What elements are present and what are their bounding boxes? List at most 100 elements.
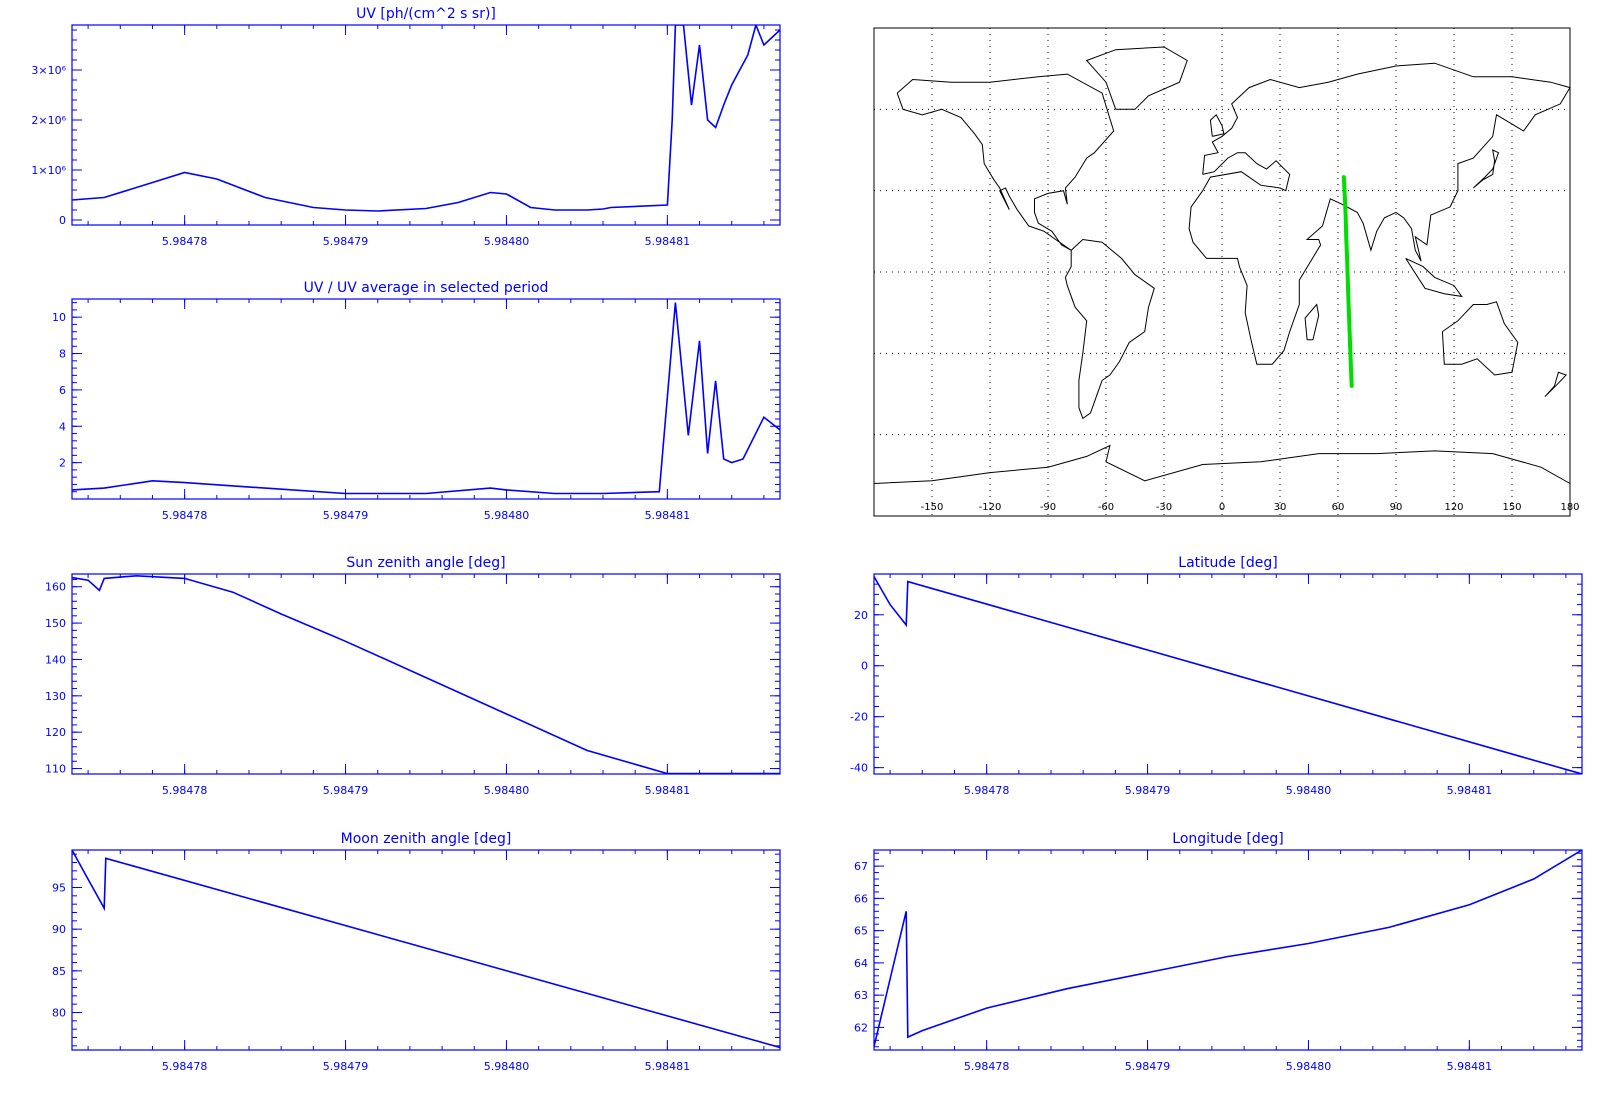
map-x-tick-label: 90 — [1390, 502, 1403, 513]
y-tick-label: 150 — [45, 617, 66, 630]
series-line — [72, 574, 780, 774]
y-tick-label: -20 — [850, 711, 868, 724]
chart-title: Sun zenith angle [deg] — [346, 555, 505, 571]
x-tick-label: 5.98480 — [484, 509, 530, 522]
y-tick-label: 95 — [52, 882, 66, 895]
x-tick-label: 5.98479 — [323, 509, 369, 522]
map-x-tick-label: 180 — [1560, 502, 1579, 513]
uv-chart: UV [ph/(cm^2 s sr)] 5.98478 5.98479 5.98480… — [31, 6, 781, 248]
map-x-tick-label: 120 — [1444, 502, 1463, 513]
plot-frame — [873, 849, 1583, 1051]
x-tick-label: 5.98478 — [964, 784, 1010, 797]
map-x-tick-label: 30 — [1274, 502, 1287, 513]
x-tick-label: 5.98481 — [1447, 1060, 1493, 1073]
coastline-australia — [1441, 301, 1519, 376]
chart-title: UV [ph/(cm^2 s sr)] — [356, 6, 496, 22]
coastline-japan — [1472, 149, 1500, 189]
y-tick-label: 62 — [854, 1021, 868, 1034]
map-x-tick-label: 60 — [1332, 502, 1345, 513]
y-tick-label: 130 — [45, 690, 66, 703]
coastline-indonesia — [1405, 257, 1463, 298]
y-tick-label: 85 — [52, 965, 66, 978]
series-line — [874, 576, 1582, 774]
map-x-tick-label: -60 — [1098, 502, 1114, 513]
longitude-chart: Longitude [deg] 5.98478 5.98479 5.98480 5.98… — [854, 831, 1583, 1073]
y-tick-label: 0 — [59, 214, 66, 227]
y-tick-label: 63 — [854, 989, 868, 1002]
y-tick-label: 4 — [59, 420, 66, 433]
coastline-madagascar — [1304, 303, 1320, 341]
coastline-britain — [1209, 113, 1225, 137]
coastline-greenland — [1085, 46, 1188, 110]
y-tick-label: 66 — [854, 892, 868, 905]
plot-frame — [873, 573, 1583, 775]
y-tick-label: 8 — [59, 348, 66, 361]
y-tick-label: 160 — [45, 581, 66, 594]
y-tick-label: 110 — [45, 763, 66, 776]
x-tick-label: 5.98481 — [645, 235, 691, 248]
x-tick-label: 5.98481 — [645, 1060, 691, 1073]
y-tick-label: 64 — [854, 957, 868, 970]
y-tick-label: 2 — [59, 457, 66, 470]
series-line — [72, 25, 780, 212]
plot-frame — [71, 298, 781, 500]
chart-title: Longitude [deg] — [1172, 831, 1283, 847]
y-tick-label: -40 — [850, 762, 868, 775]
map-x-tick-label: 0 — [1219, 502, 1225, 513]
y-tick-label: 140 — [45, 653, 66, 666]
series-line — [72, 302, 780, 495]
x-tick-label: 5.98478 — [162, 1060, 208, 1073]
y-tick-label: 10 — [52, 311, 66, 324]
coastline-antarctica — [873, 444, 1571, 484]
x-tick-label: 5.98479 — [323, 784, 369, 797]
chart-title: Moon zenith angle [deg] — [341, 831, 512, 847]
y-tick-label: 67 — [854, 860, 868, 873]
y-tick-label: 120 — [45, 726, 66, 739]
x-tick-label: 5.98478 — [964, 1060, 1010, 1073]
y-tick-label: 20 — [854, 609, 868, 622]
y-tick-label: 6 — [59, 384, 66, 397]
sun-zenith-chart: Sun zenith angle [deg] 5.98478 5.98479 5.98… — [45, 555, 781, 797]
coastline-eurasia-africa — [1188, 62, 1571, 365]
x-tick-label: 5.98479 — [1125, 1060, 1171, 1073]
x-tick-label: 5.98480 — [1286, 784, 1332, 797]
plot-frame — [71, 24, 781, 226]
latitude-chart: Latitude [deg] 5.98478 5.98479 5.98480 5.984… — [850, 555, 1583, 797]
y-tick-label: 1×10⁶ — [31, 164, 66, 177]
satellite-track — [1341, 175, 1354, 388]
plot-frame — [71, 573, 781, 775]
coastline-new-zealand — [1544, 371, 1567, 398]
x-tick-label: 5.98478 — [162, 784, 208, 797]
map-x-tick-label: -90 — [1040, 502, 1056, 513]
y-tick-label: 0 — [861, 660, 868, 673]
x-tick-label: 5.98479 — [323, 1060, 369, 1073]
x-tick-label: 5.98480 — [484, 235, 530, 248]
plot-frame — [71, 849, 781, 1051]
x-tick-label: 5.98478 — [162, 235, 208, 248]
map-x-tick-label: -150 — [921, 502, 944, 513]
series-line — [72, 850, 780, 1049]
x-tick-label: 5.98481 — [1447, 784, 1493, 797]
world-map: -150 -120 -90 -60 -30 0 30 60 90 120 150 180 — [873, 27, 1580, 517]
coastline-north-america — [896, 73, 1115, 251]
y-tick-label: 3×10⁶ — [31, 64, 66, 77]
y-tick-label: 2×10⁶ — [31, 114, 66, 127]
chart-title: UV / UV average in selected period — [304, 280, 549, 296]
map-x-tick-label: -30 — [1156, 502, 1172, 513]
x-tick-label: 5.98481 — [645, 784, 691, 797]
x-tick-label: 5.98478 — [162, 509, 208, 522]
y-tick-label: 90 — [52, 923, 66, 936]
x-tick-label: 5.98480 — [1286, 1060, 1332, 1073]
map-x-tick-label: 150 — [1502, 502, 1521, 513]
x-tick-label: 5.98480 — [484, 784, 530, 797]
chart-title: Latitude [deg] — [1178, 555, 1277, 571]
x-tick-label: 5.98479 — [323, 235, 369, 248]
moon-zenith-chart: Moon zenith angle [deg] 5.98478 5.98479 5.9… — [52, 831, 781, 1073]
x-tick-label: 5.98481 — [645, 509, 691, 522]
y-tick-label: 65 — [854, 925, 868, 938]
series-line — [874, 850, 1582, 1047]
uv-ratio-chart: UV / UV average in selected period 5.9847… — [52, 280, 781, 522]
x-tick-label: 5.98480 — [484, 1060, 530, 1073]
coastline-south-america — [1064, 238, 1155, 420]
